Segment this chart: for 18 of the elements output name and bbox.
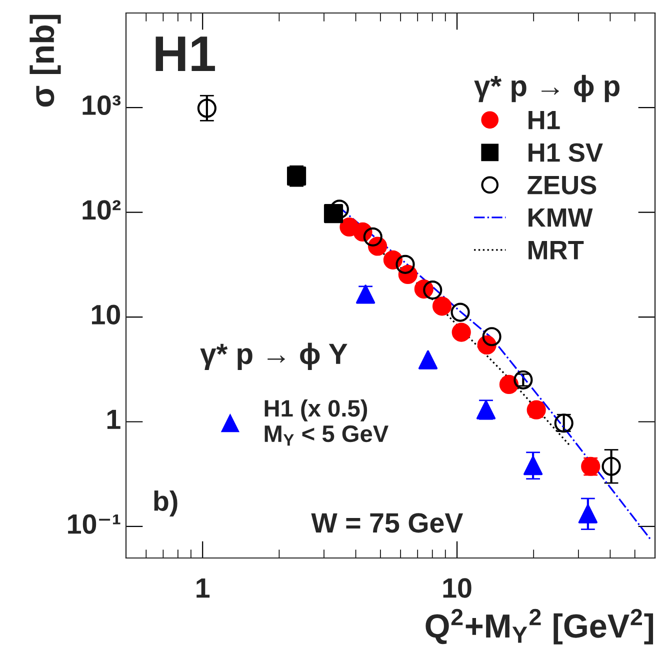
annotation: b)	[154, 490, 178, 516]
y-tick-label: 1	[107, 410, 120, 429]
legend-label: H1 (x 0.5) M$_{Y}$ < 5 GeV	[264, 399, 388, 446]
annotation: W = 75 GeV	[311, 513, 464, 533]
y-tick-label: 10³	[82, 95, 121, 116]
annotation: H1	[156, 36, 215, 72]
y-tick-label: 10²	[82, 200, 121, 220]
y-tick-label: 10⁻¹	[68, 514, 120, 534]
y-axis-title: σ [nb]	[30, 14, 61, 107]
legend-title: γ* p → ϕ p	[474, 74, 620, 102]
legend-label: KMW	[528, 208, 593, 227]
legend-label: ZEUS	[528, 176, 596, 194]
legend-label: H1 SV	[528, 143, 603, 162]
x-axis-title: Q$^{2}$+M$_{Y}$$^{2}$ [GeV$^{2}$]	[426, 608, 654, 644]
annotation: γ* p → ϕ Y	[200, 342, 348, 370]
y-tick-label: 10	[92, 304, 120, 324]
legend-label: MRT	[528, 241, 584, 260]
legend-label: H1	[528, 110, 560, 130]
